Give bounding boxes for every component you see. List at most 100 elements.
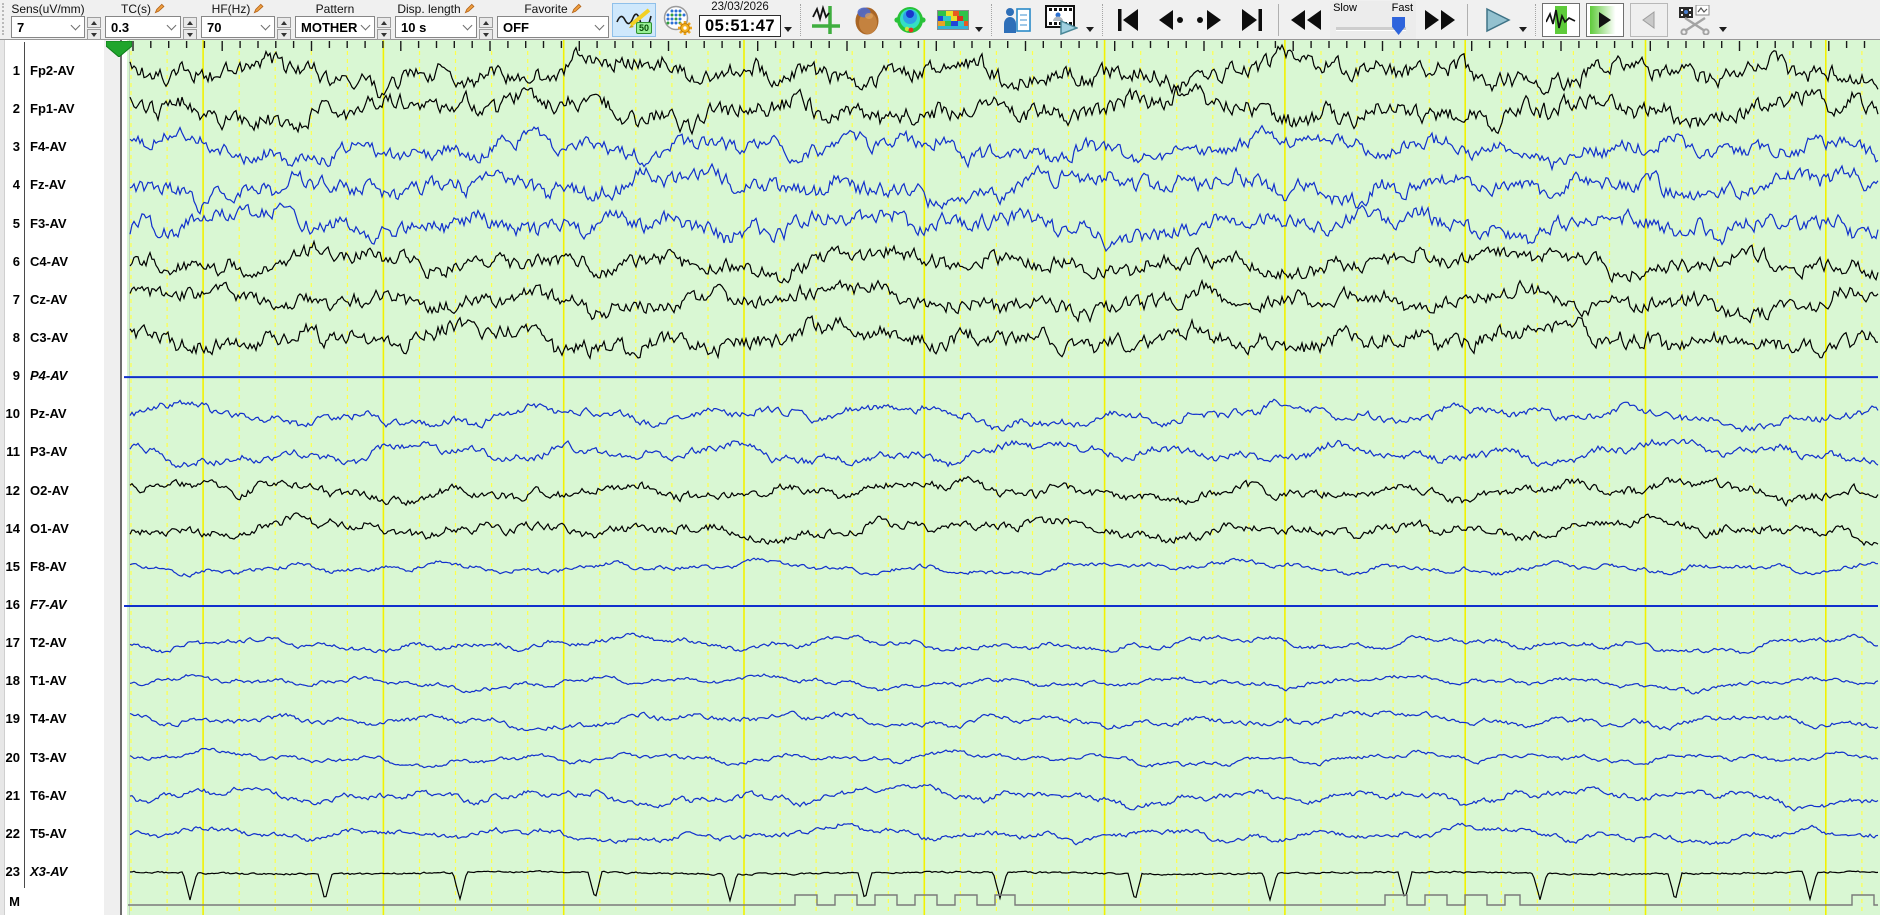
dropdown-caret[interactable]	[1719, 27, 1728, 32]
edit-pencil-icon[interactable]	[154, 3, 165, 14]
resume-button[interactable]	[1586, 3, 1625, 37]
toolbar-separator	[1102, 4, 1104, 36]
spectrogram-icon	[937, 10, 970, 30]
date-label: 23/03/2026	[711, 1, 769, 13]
speed-slider-handle[interactable]	[1392, 17, 1406, 35]
channel-row[interactable]: 8 C3-AV	[0, 330, 118, 348]
rewind-button[interactable]	[1286, 3, 1326, 37]
dropdown-caret[interactable]	[975, 27, 984, 32]
favorite-select[interactable]: OFF	[497, 16, 609, 38]
spinner-up-button[interactable]	[479, 17, 493, 28]
channel-row[interactable]: 15 F8-AV	[0, 559, 118, 577]
video-review-button[interactable]	[1038, 3, 1084, 37]
live-trace-button[interactable]	[1542, 3, 1581, 37]
channel-row[interactable]: 11 P3-AV	[0, 444, 118, 462]
channel-label: T1-AV	[30, 673, 67, 689]
eeg-trace-area[interactable]	[122, 40, 1880, 915]
edit-pencil-icon[interactable]	[253, 3, 264, 14]
channel-label: C3-AV	[30, 330, 69, 345]
channel-label: Pz-AV	[30, 406, 67, 422]
dropdown-caret[interactable]	[1086, 27, 1095, 32]
skip-to-start-icon	[1118, 9, 1139, 31]
trace-t5-av	[129, 822, 1879, 846]
channel-row[interactable]: 4 Fz-AV	[0, 177, 118, 195]
channel-row[interactable]: 5 F3-AV	[0, 216, 118, 234]
spinner-down-button[interactable]	[87, 29, 101, 40]
channel-label: T2-AV	[30, 635, 67, 651]
spinner-up-button[interactable]	[87, 17, 101, 28]
channel-number: 1	[12, 63, 20, 78]
trend-overview-icon	[812, 5, 841, 34]
clip-scissors-button[interactable]	[1673, 3, 1717, 37]
channel-row[interactable]: 9 P4-AV	[0, 368, 118, 386]
step-back-button[interactable]	[1149, 3, 1189, 37]
sens-uv-mm--select[interactable]: 7	[11, 16, 85, 38]
channel-row[interactable]: 10 Pz-AV	[0, 406, 118, 424]
fast-forward-button[interactable]	[1420, 3, 1460, 37]
channel-row[interactable]: 19 T4-AV	[0, 711, 118, 729]
step-forward-button[interactable]	[1191, 3, 1231, 37]
channel-label: P4-AV	[30, 368, 68, 384]
hf-hz--select[interactable]: 70	[201, 16, 275, 38]
spinner-down-button[interactable]	[277, 29, 291, 40]
toolbar-grip[interactable]	[2, 3, 7, 35]
notch-50-filter-button[interactable]: 50	[612, 3, 656, 37]
channel-row[interactable]: 7 Cz-AV	[0, 292, 118, 310]
montage-settings-button[interactable]	[658, 3, 696, 37]
spinner-down-button[interactable]	[183, 29, 197, 40]
spinner-up-button[interactable]	[277, 17, 291, 28]
gutter-trace-divider	[120, 40, 122, 915]
parameter-label: HF(Hz)	[211, 1, 251, 16]
patient-info-button[interactable]	[998, 3, 1036, 37]
channel-row[interactable]: 3 F4-AV	[0, 139, 118, 157]
channel-row[interactable]: 1 Fp2-AV	[0, 63, 118, 81]
trace-c4-av	[129, 239, 1879, 284]
trend-overview-button[interactable]	[807, 3, 845, 37]
skip-to-end-button[interactable]	[1233, 3, 1271, 37]
pattern-select[interactable]: MOTHER	[295, 16, 375, 38]
value-spinner	[479, 17, 493, 40]
channel-row[interactable]: 22 T5-AV	[0, 826, 118, 844]
resume-icon	[1590, 6, 1621, 34]
trace-t1-av	[129, 673, 1879, 695]
head-topography-button[interactable]	[889, 3, 931, 37]
spinner-down-button[interactable]	[377, 29, 391, 40]
channel-row[interactable]: 18 T1-AV	[0, 673, 118, 691]
channel-row[interactable]: 16 F7-AV	[0, 597, 118, 615]
head-3d-button[interactable]	[847, 3, 887, 37]
back-disabled-button	[1630, 3, 1669, 37]
spinner-down-button[interactable]	[479, 29, 493, 40]
time-display[interactable]: 05:51:47	[699, 15, 782, 37]
channel-row[interactable]: 2 Fp1-AV	[0, 101, 118, 119]
channel-row[interactable]: 17 T2-AV	[0, 635, 118, 653]
left-edge-strip	[0, 40, 5, 915]
tc-s--select[interactable]: 0.3	[105, 16, 181, 38]
position-marker-icon[interactable]	[105, 40, 133, 58]
channel-row[interactable]: M	[0, 894, 118, 912]
trace-o2-av	[129, 475, 1879, 508]
spinner-up-button[interactable]	[183, 17, 197, 28]
trace-t2-av	[129, 632, 1879, 654]
edit-pencil-icon[interactable]	[464, 3, 475, 14]
dropdown-caret[interactable]	[784, 27, 793, 32]
spinner-up-button[interactable]	[377, 17, 391, 28]
channel-row[interactable]: 12 O2-AV	[0, 483, 118, 501]
channel-label: Cz-AV	[30, 291, 68, 307]
channel-number: 16	[5, 597, 20, 612]
channel-row[interactable]: 14 O1-AV	[0, 521, 118, 539]
channel-row[interactable]: 21 T6-AV	[0, 788, 118, 806]
channel-row[interactable]: 20 T3-AV	[0, 750, 118, 768]
channel-number: 2	[12, 101, 20, 117]
dropdown-caret[interactable]	[1519, 27, 1528, 32]
spectrogram-button[interactable]	[933, 3, 973, 37]
edit-pencil-icon[interactable]	[571, 3, 582, 14]
channel-label: Fz-AV	[30, 177, 66, 193]
toolbar-separator	[1535, 4, 1537, 36]
channel-row[interactable]: 23 X3-AV	[0, 864, 118, 882]
channel-row[interactable]: 6 C4-AV	[0, 254, 118, 272]
play-button[interactable]	[1475, 3, 1517, 37]
toolbar-separator	[800, 4, 802, 36]
speed-slider-groove[interactable]	[1336, 27, 1407, 31]
disp-length-select[interactable]: 10 s	[395, 16, 477, 38]
skip-to-start-button[interactable]	[1109, 3, 1147, 37]
